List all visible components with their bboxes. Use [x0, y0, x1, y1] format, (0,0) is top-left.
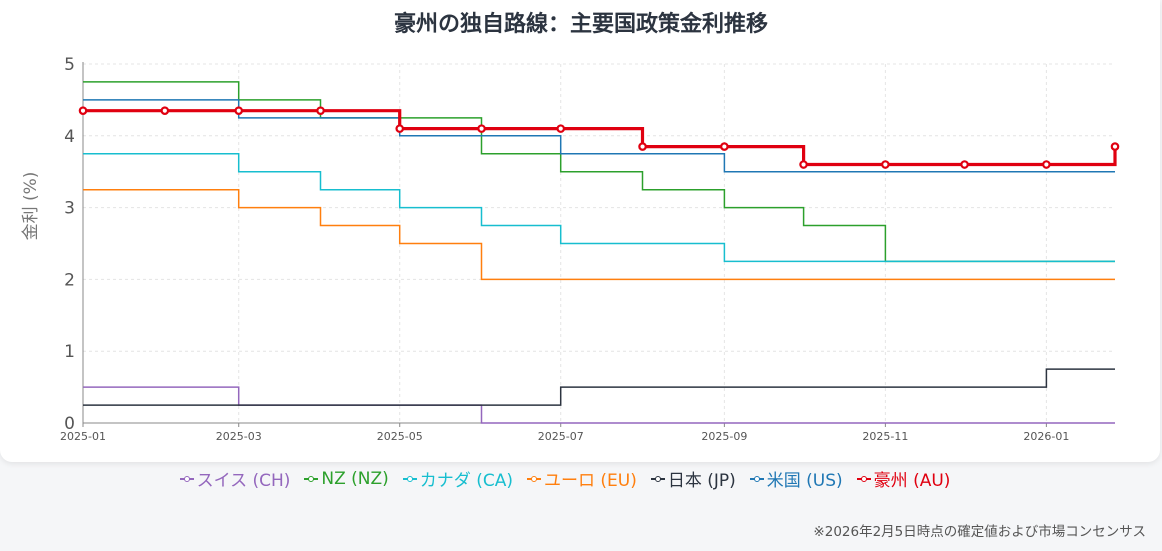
y-tick-label: 5	[64, 55, 75, 75]
data-point-au	[638, 142, 647, 151]
data-point-au	[799, 160, 808, 169]
x-tick-label: 2026-01	[1023, 430, 1069, 443]
x-tick-label: 2025-03	[216, 430, 262, 443]
y-tick-label: 4	[64, 127, 75, 147]
legend-label: 米国 (US)	[766, 471, 843, 491]
x-tick-label: 2025-07	[538, 430, 584, 443]
legend[interactable]: スイス (CH) NZ (NZ) カナダ (CA) ユーロ (EU) 日本 (JP) 米国…	[0, 466, 1130, 491]
legend-item[interactable]: 米国 (US)	[749, 466, 843, 491]
series-line-nznz	[83, 81, 1115, 263]
legend-marker-icon	[650, 474, 665, 484]
legend-label: スイス (CH)	[196, 471, 291, 491]
x-tick-label: 2025-09	[701, 430, 747, 443]
legend-item[interactable]: NZ (NZ)	[304, 466, 389, 491]
data-point-au	[316, 106, 325, 115]
series-line-au	[83, 109, 1117, 167]
series-line-eu	[83, 188, 1115, 281]
x-tick-label: 2025-01	[60, 430, 106, 443]
data-point-au	[556, 124, 566, 133]
legend-label: 豪州 (AU)	[873, 471, 951, 491]
footnote: ※2026年2月5日時点の確定値および市場コンセンサス	[813, 524, 1146, 540]
data-point-au	[477, 124, 486, 133]
data-point-au	[1042, 160, 1051, 169]
legend-label: 日本 (JP)	[667, 471, 736, 491]
x-tick-label: 2025-05	[377, 430, 423, 443]
legend-label: NZ (NZ)	[321, 468, 389, 489]
axes: 0 1 2 3 4 5 2025-01 2025-03 2025-05 2025-07 2025-0…	[60, 55, 1115, 443]
data-point-au	[881, 160, 890, 169]
legend-item[interactable]: 豪州 (AU)	[856, 466, 951, 491]
series-line-jp	[83, 368, 1115, 406]
x-tick-label: 2025-11	[862, 430, 908, 443]
legend-marker-icon	[304, 474, 319, 484]
legend-marker-icon	[402, 474, 417, 484]
legend-label: ユーロ (EU)	[543, 471, 637, 491]
data-point-au	[78, 106, 88, 115]
legend-label: カナダ (CA)	[419, 471, 513, 491]
y-axis-label: 金利 (%)	[21, 172, 41, 241]
legend-marker-icon	[526, 474, 541, 484]
data-point-au	[960, 160, 969, 169]
data-point-au	[395, 124, 405, 133]
chart-title: 豪州の独自路線：主要国政策金利推移	[393, 12, 768, 37]
series-line-ca	[83, 153, 1115, 263]
data-point-au	[1110, 142, 1120, 151]
legend-item[interactable]: 日本 (JP)	[650, 466, 736, 491]
y-tick-label: 3	[64, 199, 75, 219]
legend-item[interactable]: カナダ (CA)	[402, 466, 513, 491]
data-point-au	[160, 106, 170, 115]
legend-marker-icon	[749, 474, 764, 484]
data-point-au	[720, 142, 729, 151]
legend-item[interactable]: スイス (CH)	[179, 466, 291, 491]
chart-plot: 0 1 2 3 4 5 2025-01 2025-03 2025-05 2025-07 2025-0…	[21, 55, 1120, 443]
y-tick-label: 2	[64, 270, 75, 290]
chart-card	[0, 0, 1160, 462]
legend-marker-icon	[179, 474, 194, 484]
y-tick-label: 0	[64, 414, 75, 434]
legend-marker-icon	[856, 474, 871, 484]
data-point-au	[234, 106, 244, 115]
legend-item[interactable]: ユーロ (EU)	[526, 466, 637, 491]
y-tick-label: 1	[64, 342, 75, 362]
series-lines	[78, 81, 1120, 424]
